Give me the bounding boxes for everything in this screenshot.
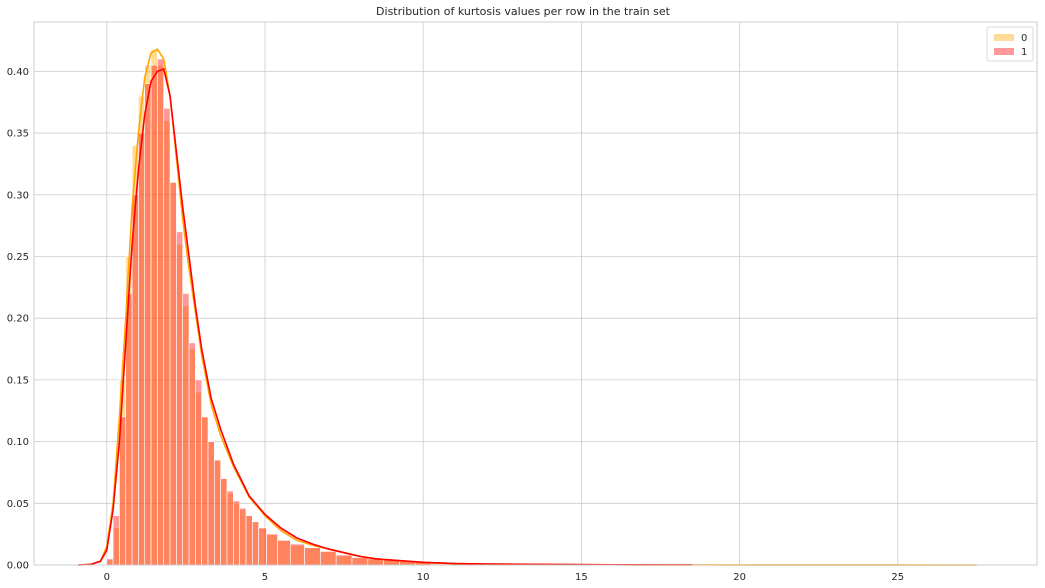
histogram-bar [157, 58, 165, 566]
x-tick-label: 15 [575, 572, 588, 583]
histogram-bar [150, 64, 158, 566]
histogram-bar [131, 194, 139, 566]
y-tick-label: 0.15 [7, 375, 29, 386]
legend-label: 0 [1021, 33, 1027, 44]
x-tick-label: 20 [733, 572, 746, 583]
histogram-bar [195, 379, 202, 566]
histogram-bar [220, 478, 228, 566]
x-tick-label: 10 [417, 572, 430, 583]
y-tick-label: 0.20 [7, 314, 29, 325]
histogram-bar [239, 507, 247, 566]
histogram-bar [169, 182, 177, 566]
histogram-bar [214, 459, 221, 566]
x-tick-label: 0 [104, 572, 110, 583]
histogram-bar [188, 342, 196, 566]
y-tick-label: 0.35 [7, 129, 29, 140]
histogram-bar [163, 108, 171, 566]
y-tick-label: 0.40 [7, 67, 29, 78]
histogram-bar [233, 500, 240, 566]
histogram-bar [201, 416, 209, 566]
chart-title: Distribution of kurtosis values per row … [376, 5, 671, 18]
x-tick-label: 5 [262, 572, 268, 583]
histogram-bar [112, 515, 120, 566]
y-tick-label: 0.00 [7, 561, 29, 572]
y-tick-label: 0.10 [7, 437, 29, 448]
histogram-bar [106, 558, 114, 566]
legend-swatch [994, 48, 1014, 55]
legend-box [986, 26, 1034, 62]
histogram-bar [182, 293, 190, 566]
histogram-bar [226, 490, 234, 566]
histogram-bar [207, 441, 215, 566]
histogram-bar [176, 231, 184, 566]
kde-line-series-1 [78, 67, 693, 566]
kde-curves [78, 48, 977, 566]
y-tick-label: 0.05 [7, 499, 29, 510]
histogram-bar [277, 540, 291, 566]
plot-area [34, 22, 1037, 565]
legend: 01 [986, 26, 1034, 62]
histogram-bar [320, 551, 337, 566]
axes-frame [33, 21, 1038, 566]
histogram-bar [258, 527, 267, 566]
histogram-bar [289, 543, 305, 566]
gridlines [34, 22, 1037, 566]
histogram-bar [351, 557, 369, 566]
histogram-bar [252, 521, 259, 566]
histogram-bars [106, 48, 471, 566]
legend-swatch [994, 34, 1014, 41]
histogram-bar [245, 515, 253, 566]
histogram-bar [138, 132, 146, 566]
legend-label: 1 [1021, 47, 1027, 58]
histogram-bar [144, 83, 152, 566]
axes: 0.000.050.100.150.200.250.300.350.400 5 10… [7, 21, 1038, 583]
histogram-bar [266, 533, 278, 566]
y-tick-label: 0.25 [7, 252, 29, 263]
x-tick-label: 25 [891, 572, 904, 583]
y-tick-label: 0.30 [7, 190, 29, 201]
histogram-bar [335, 554, 353, 566]
histogram-bar [304, 547, 321, 566]
